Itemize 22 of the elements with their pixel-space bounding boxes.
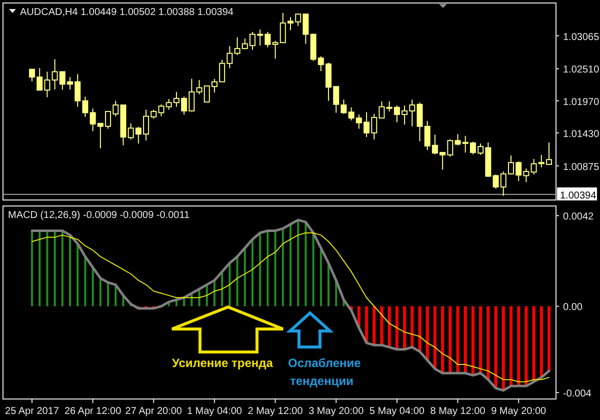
annotation: Ослабление тенденции — [288, 356, 362, 388]
y-tick-label: -0.004 — [563, 388, 592, 400]
x-tick-label: 2 May 12:00 — [248, 406, 304, 417]
y-tick-label: 0.0042 — [563, 212, 594, 223]
x-tick-label: 5 May 04:00 — [369, 406, 425, 417]
y-tick-label: 1.02510 — [563, 64, 600, 76]
x-tick-label: 25 Apr 2017 — [5, 406, 60, 417]
x-tick-label: 27 Apr 20:00 — [125, 406, 182, 417]
x-tick-label: 3 May 20:00 — [308, 406, 364, 417]
x-tick-label: 1 May 04:00 — [186, 406, 242, 417]
annotation: Усиление тренда — [172, 356, 274, 370]
x-tick-label: 8 May 12:00 — [430, 406, 486, 417]
y-tick-label: 1.01970 — [563, 96, 600, 108]
y-tick-label: 1.03065 — [563, 32, 600, 43]
chart-title: MACD (12,26,9) -0.0009 -0.0009 -0.0011 — [8, 210, 190, 221]
y-tick-label: 1.00875 — [563, 162, 600, 173]
chart-title: AUDCAD,H4 1.00449 1.00502 1.00388 1.00394 — [20, 7, 234, 18]
x-tick-label: 9 May 20:00 — [491, 406, 547, 417]
y-tick-label: 1.01430 — [563, 128, 600, 140]
y-tick-label: 0.00 — [563, 302, 583, 314]
x-tick-label: 26 Apr 12:00 — [64, 406, 122, 417]
ref-line-label: 1.00394 — [560, 190, 597, 202]
